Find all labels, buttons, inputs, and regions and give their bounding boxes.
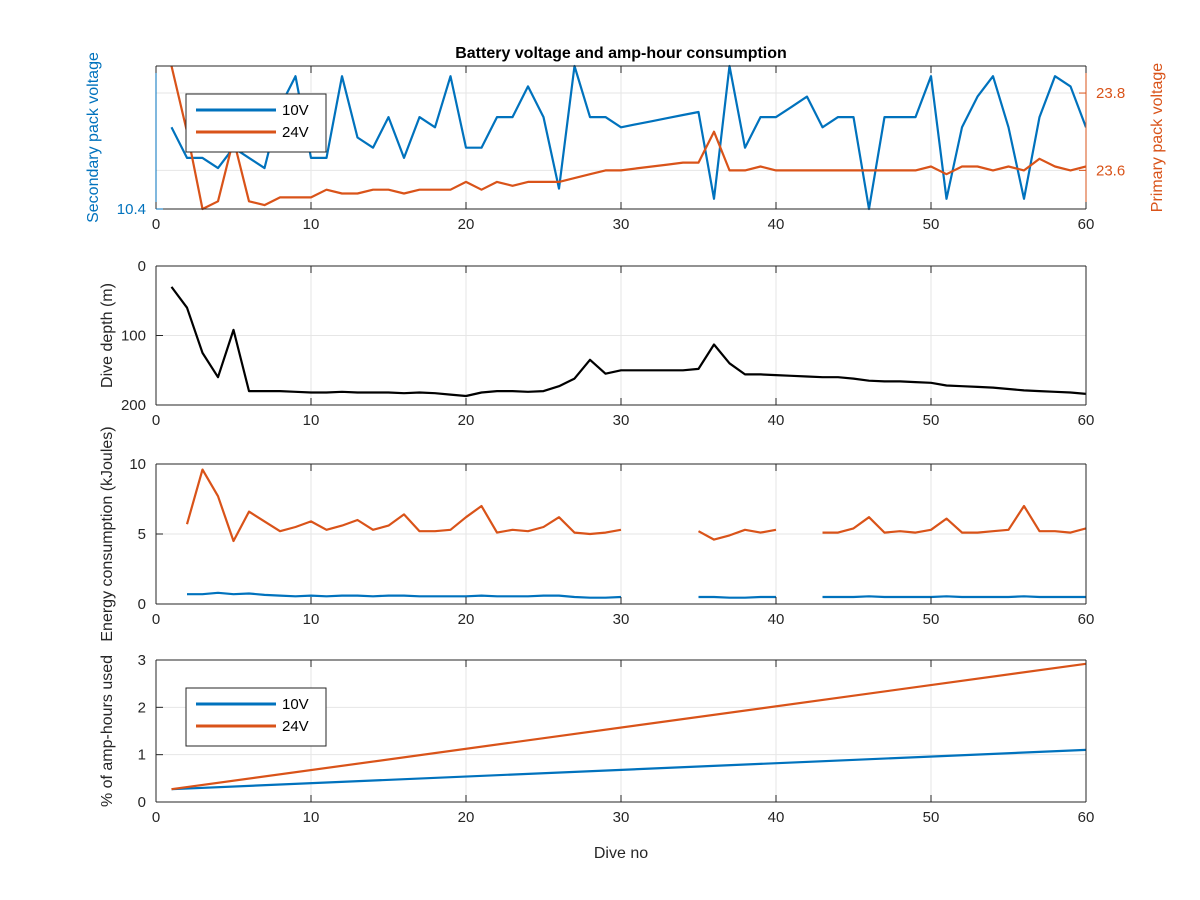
x-tick-label: 20	[458, 809, 475, 826]
y-tick-label: 10.4	[117, 201, 146, 218]
y-axis-label: % of amp-hours used	[99, 655, 116, 807]
x-axis-label: Dive no	[594, 845, 648, 862]
x-tick-label: 60	[1078, 412, 1095, 429]
series-line-depth	[170, 286, 1086, 398]
x-tick-label: 40	[768, 216, 785, 233]
x-tick-label: 40	[768, 809, 785, 826]
x-tick-label: 60	[1078, 809, 1095, 826]
x-tick-label: 40	[768, 611, 785, 628]
x-tick-label: 10	[303, 216, 320, 233]
chart-title: Battery voltage and amp-hour consumption	[455, 45, 787, 62]
series-line-10v	[171, 748, 1086, 791]
y-tick-label-right: 23.8	[1096, 85, 1125, 102]
y-tick-label: 10	[129, 456, 146, 473]
series-line-24v	[171, 662, 1086, 791]
x-tick-label: 0	[152, 611, 160, 628]
x-tick-label: 10	[303, 412, 320, 429]
x-tick-label: 20	[458, 611, 475, 628]
x-tick-label: 0	[152, 216, 160, 233]
series-line-24v	[170, 65, 1086, 211]
x-tick-label: 20	[458, 412, 475, 429]
series-line-24v	[185, 468, 1086, 543]
y-tick-label: 0	[138, 596, 146, 613]
x-tick-label: 30	[613, 216, 630, 233]
y-tick-label: 5	[138, 526, 146, 543]
x-tick-label: 60	[1078, 611, 1095, 628]
y-tick-label: 0	[138, 794, 146, 811]
x-tick-label: 40	[768, 412, 785, 429]
legend-label-24v: 24V	[282, 718, 309, 735]
series-line-10v	[170, 64, 1086, 211]
x-tick-label: 60	[1078, 216, 1095, 233]
axes-3: 0 10 20 30 40 50 60 0 5 10 Energy consumption (kJo…	[99, 426, 1094, 641]
axes-2: 0 10 20 30 40 50 60 0 100 200 Dive depth (m)	[99, 258, 1094, 429]
x-tick-label: 30	[613, 412, 630, 429]
legend-label-10v: 10V	[282, 696, 309, 713]
y-tick-label-right: 23.6	[1096, 162, 1125, 179]
legend-box	[185, 93, 327, 153]
x-tick-label: 50	[923, 412, 940, 429]
y-tick-label: 100	[121, 328, 146, 345]
x-tick-label: 30	[613, 611, 630, 628]
y-axis-label-right: Primary pack voltage	[1149, 63, 1166, 212]
x-tick-label: 0	[152, 809, 160, 826]
y-axis-label-left: Secondary pack voltage	[85, 52, 102, 223]
series-line-10v	[187, 591, 1086, 599]
legend-label-10v: 10V	[282, 102, 309, 119]
y-tick-label: 1	[138, 747, 146, 764]
x-tick-label: 50	[923, 216, 940, 233]
y-tick-label: 2	[138, 699, 146, 716]
x-tick-label: 30	[613, 809, 630, 826]
y-tick-label: 3	[138, 652, 146, 669]
x-tick-label: 50	[923, 611, 940, 628]
x-tick-label: 50	[923, 809, 940, 826]
y-axis-label: Dive depth (m)	[99, 283, 116, 388]
x-tick-label: 10	[303, 611, 320, 628]
x-tick-label: 10	[303, 809, 320, 826]
legend-box	[185, 687, 327, 747]
x-tick-label: 20	[458, 216, 475, 233]
axes-4: 0 10 20 30 40 50 60 0 1 2 3 % of amp-hours used Dive…	[99, 652, 1094, 862]
legend-label-24v: 24V	[282, 124, 309, 141]
y-tick-label: 200	[121, 397, 146, 414]
y-axis-label: Energy consumption (kJoules)	[99, 426, 116, 641]
y-tick-label: 0	[138, 258, 146, 275]
x-tick-label: 0	[152, 412, 160, 429]
axes-1: 0 10 20 30 40 50 60 10.4 23.6 23.8 Secondary pack …	[85, 45, 1166, 233]
